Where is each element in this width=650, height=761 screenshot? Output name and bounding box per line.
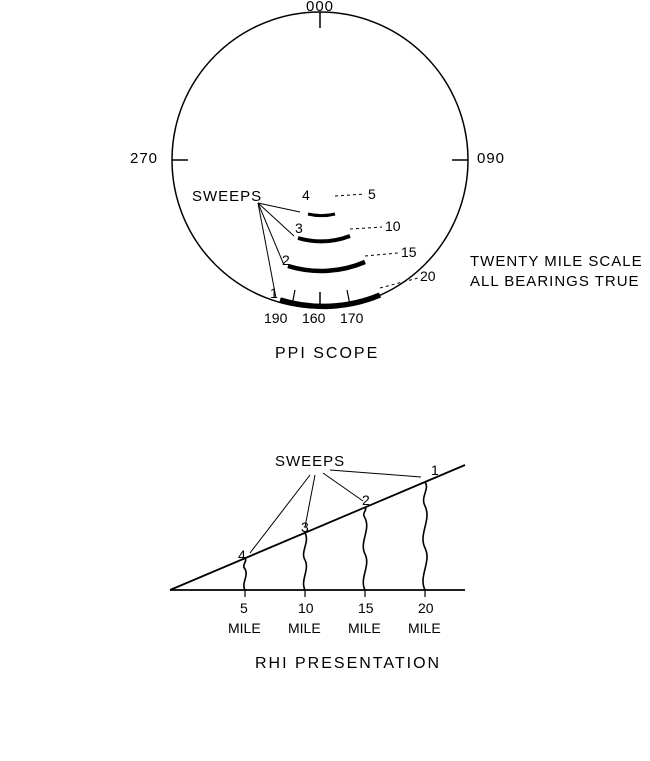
ppi-arc-num-2: 2	[282, 252, 290, 268]
ppi-circle	[172, 12, 468, 308]
ppi-range-20: 20	[420, 268, 436, 284]
rhi-num-2: 2	[362, 492, 370, 508]
rhi-trace-3	[304, 533, 307, 590]
range-leader-5	[335, 194, 365, 196]
rhi-leader-4	[250, 475, 310, 553]
scale-line1: TWENTY MILE SCALE	[470, 252, 643, 272]
rhi-range-10-val: 10	[298, 600, 314, 616]
ppi-arc-2	[288, 262, 365, 271]
range-leader-20	[380, 278, 418, 288]
ppi-title: PPI SCOPE	[275, 345, 379, 363]
cardinal-090: 090	[477, 150, 505, 167]
sweeps-leader-4	[258, 203, 300, 212]
rhi-trace-2	[363, 507, 366, 590]
rhi-range-15-val: 15	[358, 600, 374, 616]
range-leader-15	[365, 253, 398, 256]
ppi-range-15: 15	[401, 244, 417, 260]
rhi-range-5-val: 5	[240, 600, 248, 616]
ppi-range-10: 10	[385, 218, 401, 234]
bearing-170: 170	[340, 310, 363, 326]
rhi-sweeps-label: SWEEPS	[275, 453, 345, 470]
bearing-190: 190	[264, 310, 287, 326]
ppi-arc-num-1: 1	[270, 285, 278, 301]
rhi-trace-1	[423, 482, 427, 590]
rhi-range-20-unit: MILE	[408, 620, 441, 636]
bearing-160: 160	[302, 310, 325, 326]
ppi-arc-1	[280, 295, 380, 306]
range-leader-10	[350, 227, 382, 229]
rhi-svg	[165, 445, 495, 645]
rhi-range-5-unit: MILE	[228, 620, 261, 636]
ppi-arc-4	[308, 214, 335, 216]
rhi-num-3: 3	[301, 519, 309, 535]
scale-line2: ALL BEARINGS TRUE	[470, 272, 643, 292]
rhi-leader-2	[323, 473, 363, 501]
ppi-range-5: 5	[368, 186, 376, 202]
rhi-num-4: 4	[238, 547, 246, 563]
cardinal-270: 270	[130, 150, 158, 167]
rhi-range-15-unit: MILE	[348, 620, 381, 636]
ppi-arc-num-3: 3	[295, 220, 303, 236]
scale-note: TWENTY MILE SCALE ALL BEARINGS TRUE	[470, 252, 643, 291]
rhi-title: RHI PRESENTATION	[255, 655, 441, 673]
ppi-arc-3	[298, 236, 350, 241]
ppi-sweeps-label: SWEEPS	[192, 188, 262, 205]
sweeps-leader-2	[258, 203, 284, 265]
cardinal-000: 000	[306, 0, 334, 15]
rhi-range-20-val: 20	[418, 600, 434, 616]
rhi-num-1: 1	[431, 462, 439, 478]
rhi-range-10-unit: MILE	[288, 620, 321, 636]
rhi-hypotenuse	[170, 465, 465, 590]
diagram-canvas: 000 090 270 SWEEPS 4 3 2 1 5 10 15 20 19…	[0, 0, 650, 761]
rhi-leader-1	[330, 470, 421, 477]
ppi-arc-num-4: 4	[302, 187, 310, 203]
